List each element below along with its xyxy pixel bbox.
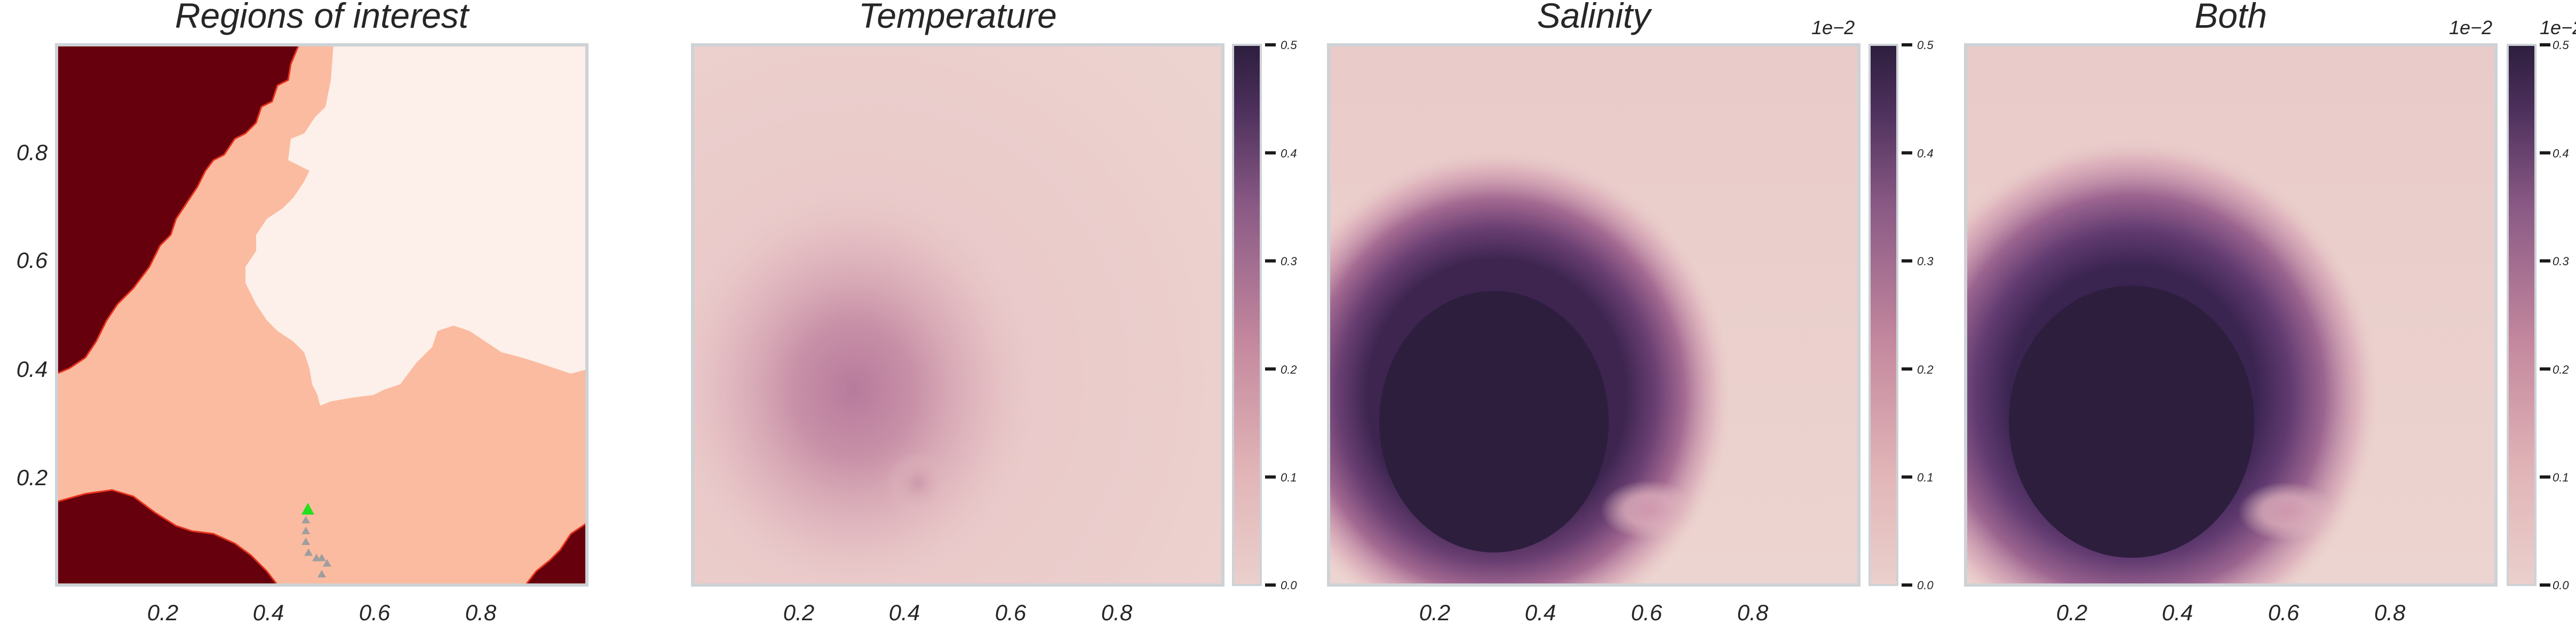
panel-title-temperature: Temperature — [858, 0, 1057, 35]
colorbar-tick-label: 0.5 — [2553, 38, 2569, 52]
colorbar-tick-label: 0.1 — [2553, 471, 2569, 484]
panel-title-regions: Regions of interest — [175, 0, 470, 35]
trajectory-point — [304, 548, 313, 556]
colorbar-tick-label: 0.2 — [1917, 363, 1934, 376]
temperature-peak-main — [693, 187, 1035, 585]
x-tick-label: 0.8 — [465, 600, 497, 625]
colorbar-tick-label: 0.2 — [2553, 363, 2569, 376]
trajectory-markers — [301, 503, 331, 578]
colorbar-tick-label: 0.1 — [1281, 471, 1297, 484]
trajectory-point — [301, 516, 311, 524]
trajectory-point — [301, 538, 311, 546]
plot-frame-salinity — [1327, 43, 1861, 587]
x-tick-label: 0.2 — [147, 600, 178, 625]
colorbar-gradient — [1232, 44, 1262, 586]
x-axis-labels-temperature: 0.2 0.4 0.6 0.8 — [783, 600, 1133, 625]
y-tick-label: 0.4 — [17, 357, 47, 382]
both-blob — [2009, 286, 2254, 558]
trajectory-point — [317, 570, 326, 578]
x-tick-label: 0.4 — [2162, 600, 2193, 625]
colorbar-tick-label: 0.0 — [1281, 579, 1297, 592]
colorbar-tick-label: 0.3 — [1281, 255, 1297, 268]
colorbar-tick-label: 0.0 — [2553, 579, 2569, 592]
colorbar-gradient — [2507, 44, 2537, 586]
colorbar-tick-label: 0.5 — [1917, 38, 1934, 52]
colorbar-tick-label: 0.4 — [1281, 147, 1297, 160]
y-tick-label: 0.8 — [17, 140, 48, 165]
panel-temperature: Temperature 0.2 0.4 0.6 0.8 — [691, 0, 1225, 625]
region-dark-top-left — [57, 45, 300, 375]
colorbar-tick-label: 0.1 — [1917, 471, 1934, 484]
colorbar-tick-label: 0.3 — [2553, 255, 2569, 268]
start-marker — [301, 503, 314, 515]
colorbar-tick-label: 0.3 — [1917, 255, 1934, 268]
panel-regions: Regions of interest 0.2 0.4 0.6 0.8 0.2 … — [17, 0, 589, 625]
colorbar-salinity: 1e−2 0.0 0.1 0.2 0.3 0.4 0.5 — [1869, 17, 2492, 592]
region-dark-bottom-right — [524, 522, 587, 585]
x-axis-labels-both: 0.2 0.4 0.6 0.8 — [2056, 600, 2406, 625]
colorbar-ticks: 0.0 0.1 0.2 0.3 0.4 0.5 — [1281, 38, 1297, 592]
x-tick-label: 0.6 — [2268, 600, 2300, 625]
colorbar-ticks: 0.0 0.1 0.2 0.3 0.4 0.5 — [2553, 38, 2569, 592]
plot-frame-both — [1964, 43, 2498, 587]
colorbar-temperature: 1e−2 0.0 0.1 0.2 0.3 0.4 0.5 — [1232, 17, 1855, 592]
x-tick-label: 0.2 — [2056, 600, 2087, 625]
colorbar-ticks: 0.0 0.1 0.2 0.3 0.4 0.5 — [1917, 38, 1934, 592]
colorbar-tick-label: 0.0 — [1917, 579, 1934, 592]
y-tick-label: 0.2 — [17, 465, 47, 490]
panel-both: Both 0.2 0.4 0.6 0.8 — [1964, 0, 2498, 625]
region-dark-bottom-left — [57, 489, 279, 585]
y-tick-label: 0.6 — [17, 248, 48, 273]
both-heatmap — [1966, 45, 2496, 585]
x-tick-label: 0.8 — [1737, 600, 1769, 625]
region-light — [245, 45, 587, 406]
colorbar-tick-label: 0.4 — [2553, 147, 2569, 160]
both-peak-small — [2238, 482, 2334, 541]
x-tick-label: 0.8 — [1101, 600, 1133, 625]
trajectory-point — [322, 559, 331, 567]
x-tick-label: 0.6 — [359, 600, 391, 625]
colorbar-exponent: 1e−2 — [1811, 17, 1855, 38]
colorbar-tick-label: 0.4 — [1917, 147, 1934, 160]
temperature-peak-small — [886, 451, 950, 515]
panel-title-salinity: Salinity — [1537, 0, 1653, 35]
x-tick-label: 0.2 — [783, 600, 814, 625]
colorbar-tick-label: 0.2 — [1281, 363, 1297, 376]
colorbar-tick-label: 0.5 — [1281, 38, 1297, 52]
x-tick-label: 0.6 — [995, 600, 1027, 625]
x-axis-labels-salinity: 0.2 0.4 0.6 0.8 — [1419, 600, 1769, 625]
regions-map — [57, 45, 587, 585]
colorbar-both: 1e−2 0.0 0.1 0.2 0.3 0.4 0.5 — [2507, 17, 2576, 592]
x-tick-label: 0.4 — [253, 600, 284, 625]
plot-frame-temperature — [691, 43, 1225, 587]
salinity-blob — [1379, 291, 1609, 552]
colorbar-exponent: 1e−2 — [2449, 17, 2492, 38]
y-axis-labels: 0.2 0.4 0.6 0.8 — [17, 140, 48, 490]
x-tick-label: 0.8 — [2374, 600, 2406, 625]
plot-frame-regions — [55, 43, 589, 587]
panel-salinity: Salinity 0.2 0.4 0.6 0.8 — [1327, 0, 1861, 625]
panel-title-both: Both — [2195, 0, 2267, 35]
x-tick-label: 0.6 — [1631, 600, 1663, 625]
trajectory-point — [301, 526, 311, 534]
colorbar-exponent: 1e−2 — [2540, 17, 2576, 38]
colorbar-gradient — [1869, 44, 1898, 586]
x-tick-label: 0.2 — [1419, 600, 1450, 625]
x-tick-label: 0.4 — [1525, 600, 1556, 625]
trajectory-point — [312, 554, 321, 562]
temperature-heatmap — [693, 45, 1223, 585]
salinity-heatmap — [1329, 45, 1859, 585]
salinity-peak-small — [1601, 480, 1697, 539]
x-axis-labels-regions: 0.2 0.4 0.6 0.8 — [147, 600, 497, 625]
x-tick-label: 0.4 — [889, 600, 920, 625]
